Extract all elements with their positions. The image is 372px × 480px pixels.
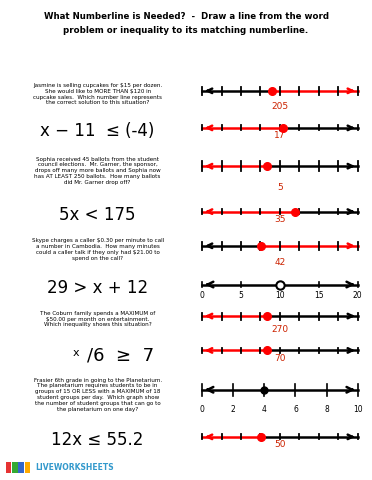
Text: 5x < 175: 5x < 175 — [60, 206, 136, 224]
Text: /6  ≥  7: /6 ≥ 7 — [87, 347, 154, 365]
Text: 10: 10 — [275, 291, 285, 300]
Text: 42: 42 — [274, 258, 286, 267]
Text: 270: 270 — [271, 325, 289, 334]
Text: Jasmine is selling cupcakes for $15 per dozen.
She would like to MORE THAN $120 : Jasmine is selling cupcakes for $15 per … — [33, 83, 162, 106]
Text: 8: 8 — [324, 405, 329, 414]
Text: 20: 20 — [353, 291, 362, 300]
Text: 50: 50 — [274, 440, 286, 449]
Text: x: x — [72, 348, 79, 358]
Text: 5: 5 — [277, 183, 283, 192]
Text: 6: 6 — [293, 405, 298, 414]
Text: The Coburn family spends a MAXIMUM of
$50.00 per month on entertainment.
Which i: The Coburn family spends a MAXIMUM of $5… — [40, 311, 155, 327]
Text: LIVEWORKSHEETS: LIVEWORKSHEETS — [35, 463, 113, 472]
Text: 0: 0 — [200, 405, 205, 414]
Text: Skype charges a caller $0.30 per minute to call
a number in Cambodia.  How many : Skype charges a caller $0.30 per minute … — [32, 238, 164, 261]
Text: 17: 17 — [274, 132, 286, 140]
Bar — [6, 462, 11, 473]
Text: 35: 35 — [274, 215, 286, 224]
Text: Sophia received 45 ballots from the student
council elections.  Mr. Garner, the : Sophia received 45 ballots from the stud… — [35, 156, 161, 185]
Text: 5: 5 — [238, 291, 244, 300]
Text: 4: 4 — [262, 405, 267, 414]
Text: 2: 2 — [231, 405, 235, 414]
Text: 15: 15 — [314, 291, 324, 300]
Text: 205: 205 — [271, 102, 289, 111]
Text: x − 11  ≤ (-4): x − 11 ≤ (-4) — [41, 122, 155, 140]
Text: 12x ≤ 55.2: 12x ≤ 55.2 — [51, 431, 144, 449]
Text: problem or inequality to its matching numberline.: problem or inequality to its matching nu… — [63, 26, 309, 36]
Text: 10: 10 — [353, 405, 362, 414]
Bar — [25, 462, 30, 473]
Text: Frasier 6th grade in going to the Planetarium.
The planetarium requires students: Frasier 6th grade in going to the Planet… — [33, 377, 162, 411]
Text: 29 > x + 12: 29 > x + 12 — [47, 279, 148, 297]
Bar — [19, 462, 24, 473]
Text: 70: 70 — [274, 354, 286, 363]
Text: 0: 0 — [200, 291, 205, 300]
Bar — [12, 462, 17, 473]
Text: What Numberline is Needed?  -  Draw a line from the word: What Numberline is Needed? - Draw a line… — [44, 12, 328, 21]
